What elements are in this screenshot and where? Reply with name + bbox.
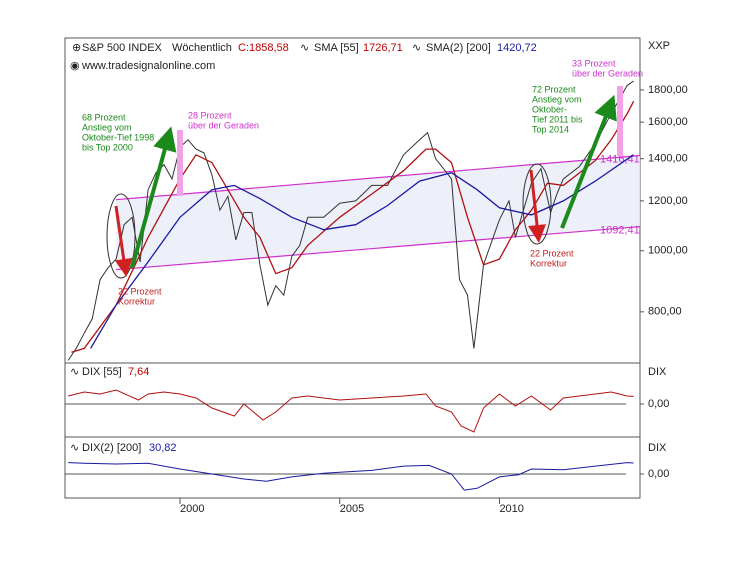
icon: ◉ [70,60,80,72]
line-series [68,462,634,491]
line-series [116,226,641,271]
line-series [90,154,634,349]
highlight-bar [617,86,623,156]
annotation: Anstieg vom [82,122,132,132]
series-name: SMA [55] [314,42,359,54]
highlight-ellipse [106,193,136,279]
axis-label: XXP [648,40,670,52]
arrow [528,169,546,243]
series-name: S&P 500 INDEX [82,42,163,54]
annotation: Oktober- [532,104,567,114]
axis-label: DIX [648,366,667,378]
arrow [130,126,177,269]
x-tick-label: 2005 [340,503,364,515]
annotation: über der Geraden [572,68,643,78]
y-tick-label: 1800,00 [648,84,688,96]
annotation: 33 Prozent [572,58,616,68]
annotation: 72 Prozent [532,84,576,94]
annotation: Top 2014 [532,124,569,134]
x-tick-label: 2000 [180,503,204,515]
icon: ⊕ [72,42,81,54]
y-tick-label: 1600,00 [648,116,688,128]
x-tick-label: 2010 [499,503,523,515]
last-value: 30,82 [149,442,177,454]
annotation: 68 Prozent [82,112,126,122]
line-series [68,389,634,433]
y-tick-label: 1000,00 [648,245,688,257]
last-value: 1726,71 [363,42,403,54]
line-series [116,154,641,201]
annotation: Tief 2011 bis [532,114,583,124]
arrow [114,205,133,277]
frame [64,37,641,499]
icon: ∿ [70,366,79,378]
annotation: über der Geraden [188,120,259,130]
arrow [560,94,617,229]
icon: ∿ [70,442,79,454]
last-value: C:1858,58 [238,42,289,54]
channel-band [116,155,641,270]
channel-label: 1416,41 [600,153,640,165]
annotation: 22 Prozent [118,286,162,296]
y-tick-label: 1400,00 [648,153,688,165]
y-tick-label: 800,00 [648,306,682,318]
source: www.tradesignalonline.com [81,60,215,72]
annotation: Anstieg vom [532,94,582,104]
series-name: SMA(2) [200] [426,42,491,54]
axis-label: DIX [648,442,667,454]
highlight-bar [177,130,183,196]
annotation: Korrektur [118,296,155,306]
panel-title: DIX(2) [200] [82,442,141,454]
highlight-ellipse [522,163,552,245]
icon: ∿ [300,42,309,54]
annotation: 22 Prozent [530,248,574,258]
annotation: Korrektur [530,258,567,268]
annotation: Oktober-Tief 1998 [82,132,154,142]
y-tick-label: 0,00 [648,468,669,480]
annotation: bis Top 2000 [82,142,133,152]
interval: Wöchentlich [172,42,232,54]
last-value: 1420,72 [497,42,537,54]
panel-title: DIX [55] [82,366,122,378]
y-tick-label: 1200,00 [648,195,688,207]
annotation: 28 Prozent [188,110,232,120]
icon: ∿ [412,42,421,54]
line-series [71,101,635,353]
y-tick-label: 0,00 [648,398,669,410]
channel-label: 1092,41 [600,224,640,236]
last-value: 7,64 [128,366,149,378]
